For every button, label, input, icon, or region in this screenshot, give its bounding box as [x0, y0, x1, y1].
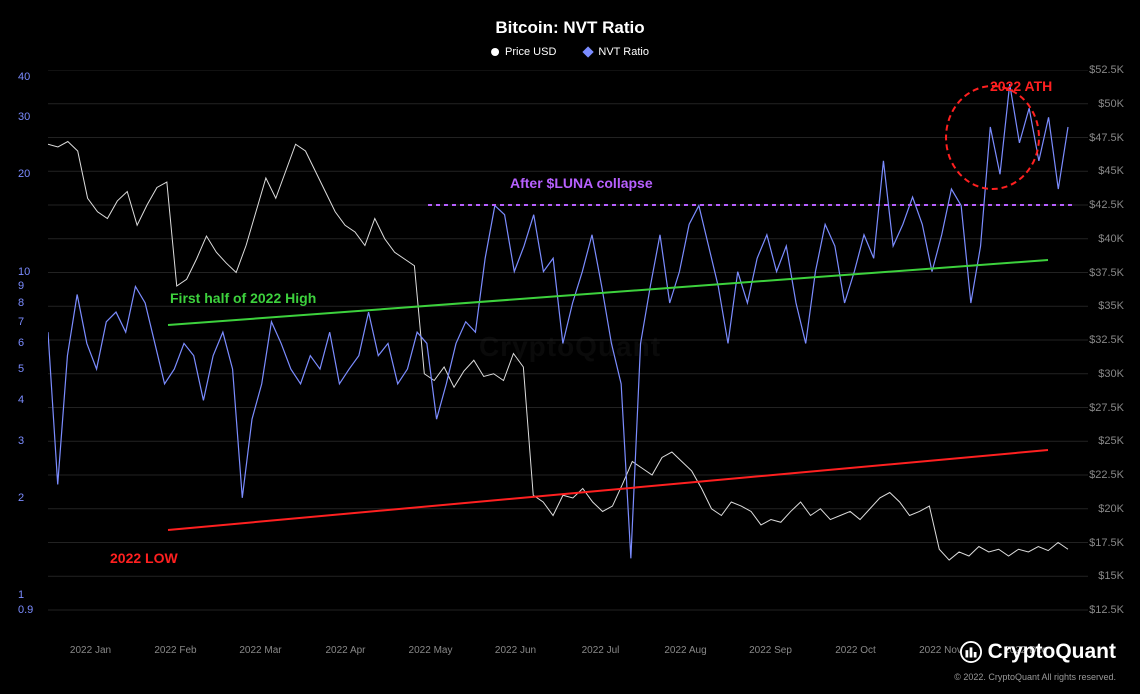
annotation-2022-ath: 2022 ATH	[990, 78, 1052, 94]
legend-price-label: Price USD	[505, 46, 556, 58]
x-tick: 2022 Aug	[664, 645, 706, 656]
x-tick: 2022 Feb	[154, 645, 196, 656]
x-tick: 2022 Mar	[239, 645, 281, 656]
left-tick: 6	[18, 337, 24, 349]
right-tick: $30K	[1098, 368, 1124, 380]
left-tick: 9	[18, 280, 24, 292]
left-tick: 0.9	[18, 604, 33, 616]
chart-plot-area	[48, 70, 1088, 630]
right-tick: $37.5K	[1089, 267, 1124, 279]
legend-price: Price USD	[491, 46, 556, 58]
x-tick: 2022 May	[409, 645, 453, 656]
right-tick: $12.5K	[1089, 604, 1124, 616]
legend-nvt-diamond	[583, 46, 594, 57]
right-tick: $42.5K	[1089, 199, 1124, 211]
logo: CryptoQuant	[960, 640, 1116, 664]
right-tick: $45K	[1098, 165, 1124, 177]
logo-icon	[960, 641, 982, 663]
right-tick: $32.5K	[1089, 334, 1124, 346]
left-tick: 2	[18, 492, 24, 504]
right-tick: $35K	[1098, 300, 1124, 312]
right-tick: $15K	[1098, 570, 1124, 582]
right-tick: $27.5K	[1089, 402, 1124, 414]
chart-legend: Price USD NVT Ratio	[491, 46, 649, 58]
right-tick: $40K	[1098, 233, 1124, 245]
left-tick: 20	[18, 168, 30, 180]
x-tick: 2022 Jul	[582, 645, 620, 656]
left-tick: 40	[18, 71, 30, 83]
x-tick: 2022 Oct	[835, 645, 876, 656]
right-tick: $52.5K	[1089, 64, 1124, 76]
legend-nvt-label: NVT Ratio	[598, 46, 649, 58]
left-tick: 8	[18, 297, 24, 309]
right-tick: $47.5K	[1089, 132, 1124, 144]
annotation-first-half-high: First half of 2022 High	[170, 290, 316, 306]
x-tick: 2022 Nov	[919, 645, 962, 656]
x-tick: 2022 Sep	[749, 645, 792, 656]
copyright: © 2022. CryptoQuant All rights reserved.	[954, 672, 1116, 682]
left-tick: 10	[18, 266, 30, 278]
annotation-luna: After $LUNA collapse	[510, 175, 653, 191]
legend-nvt: NVT Ratio	[584, 46, 649, 58]
right-tick: $22.5K	[1089, 469, 1124, 481]
left-tick: 4	[18, 394, 24, 406]
right-tick: $20K	[1098, 503, 1124, 515]
left-tick: 3	[18, 435, 24, 447]
x-tick: 2022 Apr	[325, 645, 365, 656]
chart-title: Bitcoin: NVT Ratio	[495, 18, 644, 38]
right-tick: $50K	[1098, 98, 1124, 110]
x-tick: 2022 Jan	[70, 645, 111, 656]
left-tick: 30	[18, 111, 30, 123]
x-tick: 2022 Jun	[495, 645, 536, 656]
annotation-2022-low: 2022 LOW	[110, 550, 178, 566]
right-tick: $25K	[1098, 435, 1124, 447]
chart-container: Bitcoin: NVT Ratio Price USD NVT Ratio C…	[0, 0, 1140, 694]
logo-text: CryptoQuant	[988, 640, 1116, 664]
right-tick: $17.5K	[1089, 537, 1124, 549]
left-tick: 7	[18, 316, 24, 328]
legend-price-dot	[491, 48, 499, 56]
left-tick: 1	[18, 589, 24, 601]
left-tick: 5	[18, 363, 24, 375]
